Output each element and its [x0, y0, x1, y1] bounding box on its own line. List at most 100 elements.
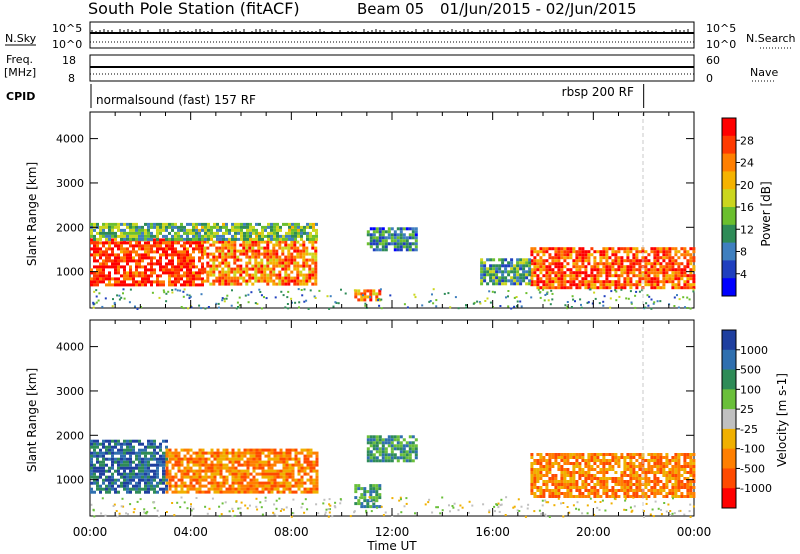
- echo-cell: [276, 481, 280, 485]
- echo-cell: [213, 222, 216, 226]
- echo-cell: [432, 288, 435, 291]
- echo-cell: [329, 504, 332, 507]
- echo-cell: [369, 239, 373, 243]
- echo-cell: [129, 457, 132, 461]
- echo-cell: [312, 460, 316, 464]
- echo-cell: [218, 255, 222, 259]
- echo-cell: [551, 462, 555, 465]
- echo-cell: [257, 240, 261, 244]
- echo-cell: [599, 250, 603, 254]
- echo-cell: [311, 255, 315, 259]
- echo-cell: [623, 486, 627, 489]
- echo-cell: [674, 477, 678, 480]
- echo-cell: [299, 243, 303, 247]
- echo-cell: [650, 280, 654, 284]
- echo-cell: [171, 283, 174, 287]
- echo-cell: [96, 277, 99, 281]
- echo-cell: [677, 265, 681, 269]
- echo-cell: [244, 294, 247, 297]
- echo-cell: [652, 302, 655, 305]
- echo-cell: [99, 237, 102, 241]
- echo-cell: [533, 271, 537, 275]
- echo-cell: [120, 228, 123, 232]
- echo-cell: [632, 271, 636, 275]
- echo-cell: [369, 438, 373, 442]
- echo-cell: [593, 483, 597, 486]
- echo-cell: [610, 502, 613, 505]
- echo-cell: [626, 274, 630, 278]
- echo-cell: [216, 448, 220, 452]
- echo-cell: [427, 501, 430, 504]
- echo-cell: [590, 253, 594, 257]
- echo-cell: [393, 248, 397, 252]
- echo-cell: [269, 273, 273, 277]
- echo-cell: [650, 277, 654, 281]
- echo-cell: [294, 481, 298, 485]
- echo-cell: [471, 504, 474, 507]
- echo-cell: [105, 457, 108, 461]
- echo-cell: [602, 265, 606, 269]
- echo-cell: [203, 252, 207, 256]
- echo-cell: [411, 248, 415, 252]
- echo-cell: [626, 271, 630, 275]
- echo-cell: [671, 492, 675, 495]
- echo-cell: [267, 478, 271, 482]
- echo-cell: [282, 454, 286, 458]
- echo-cell: [315, 463, 319, 467]
- echo-cell: [378, 487, 382, 491]
- echo-cell: [168, 244, 171, 248]
- echo-cell: [644, 283, 648, 287]
- echo-cell: [545, 292, 548, 295]
- echo-cell: [671, 471, 675, 474]
- echo-cell: [201, 247, 204, 251]
- echo-cell: [162, 241, 165, 245]
- echo-cell: [492, 264, 496, 268]
- echo-cell: [683, 274, 687, 278]
- echo-cell: [123, 487, 126, 491]
- echo-cell: [255, 463, 259, 467]
- echo-cell: [153, 475, 156, 479]
- echo-cell: [590, 477, 594, 480]
- echo-cell: [258, 463, 262, 467]
- echo-cell: [653, 280, 657, 284]
- echo-cell: [276, 475, 280, 479]
- echo-cell: [186, 259, 189, 263]
- echo-cell: [402, 453, 406, 457]
- echo-cell: [635, 280, 639, 284]
- echo-cell: [504, 270, 508, 274]
- echo-cell: [364, 302, 367, 305]
- echo-cell: [105, 234, 108, 238]
- echo-cell: [551, 247, 555, 251]
- echo-cell: [505, 496, 508, 499]
- echo-cell: [671, 495, 675, 498]
- echo-cell: [354, 487, 358, 491]
- echo-cell: [230, 255, 234, 259]
- echo-cell: [243, 460, 247, 464]
- echo-cell: [542, 468, 546, 471]
- echo-cell: [677, 495, 681, 498]
- echo-cell: [390, 450, 394, 454]
- echo-cell: [221, 299, 224, 302]
- echo-cell: [278, 497, 281, 500]
- echo-cell: [141, 265, 144, 269]
- echo-cell: [96, 268, 99, 272]
- echo-cell: [147, 481, 150, 485]
- echo-cell: [369, 236, 373, 240]
- echo-cell: [375, 496, 379, 500]
- echo-cell: [563, 256, 567, 260]
- echo-cell: [225, 225, 228, 229]
- echo-cell: [237, 460, 241, 464]
- echo-cell: [122, 505, 125, 508]
- echo-cell: [138, 466, 141, 470]
- echo-cell: [132, 283, 135, 287]
- echo-cell: [179, 289, 182, 292]
- echo-cell: [692, 492, 696, 495]
- echo-cell: [560, 286, 564, 290]
- echo-cell: [566, 506, 569, 508]
- echo-cell: [530, 280, 534, 284]
- echo-cell: [123, 277, 126, 281]
- echo-cell: [375, 292, 379, 296]
- echo-cell: [99, 454, 102, 458]
- echo-cell: [257, 261, 261, 265]
- echo-cell: [192, 475, 196, 479]
